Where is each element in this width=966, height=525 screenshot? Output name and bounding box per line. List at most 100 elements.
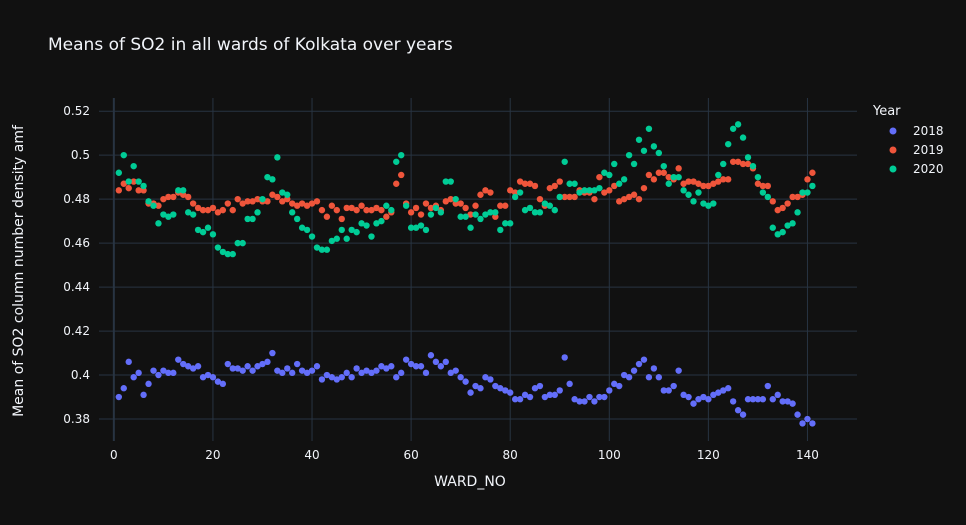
point-2020-21	[214, 244, 222, 251]
point-2018-64	[427, 352, 435, 359]
point-2019-107	[640, 184, 648, 192]
point-2020-87	[541, 200, 549, 207]
point-2019-116	[685, 178, 692, 185]
point-2018-8	[150, 367, 157, 374]
point-2020-24	[229, 250, 236, 258]
point-2019-133	[769, 198, 776, 205]
point-2020-2	[120, 151, 127, 159]
point-2019-112	[665, 173, 672, 181]
point-2019-68	[447, 195, 454, 203]
point-2019-126	[734, 158, 742, 165]
point-2020-69	[452, 195, 459, 203]
point-2020-13	[175, 187, 182, 194]
point-2019-120	[705, 182, 712, 190]
point-2018-93	[571, 396, 578, 403]
point-2019-11	[165, 193, 172, 201]
point-2020-67	[442, 178, 449, 185]
point-2018-36	[289, 369, 296, 377]
point-2019-4	[130, 178, 137, 185]
point-2019-50	[358, 202, 365, 209]
point-2018-129	[749, 396, 757, 403]
point-2019-35	[284, 195, 291, 203]
point-2020-20	[209, 231, 217, 238]
point-2019-64	[427, 204, 435, 212]
point-2018-10	[160, 367, 167, 374]
point-2018-11	[165, 369, 172, 377]
point-2019-26	[239, 200, 246, 207]
point-2020-117	[690, 198, 697, 205]
point-2018-130	[754, 396, 762, 403]
point-2018-136	[784, 398, 791, 405]
y-tick-label-4: 0.46	[63, 236, 90, 250]
point-2018-116	[685, 393, 692, 401]
point-2020-68	[447, 178, 454, 185]
point-2020-110	[655, 149, 663, 157]
point-2018-2	[120, 385, 127, 392]
point-2020-31	[264, 173, 271, 181]
point-2019-27	[244, 198, 251, 205]
point-2020-52	[368, 233, 375, 240]
point-2020-36	[289, 209, 296, 216]
point-2019-102	[615, 198, 623, 205]
point-2019-131	[759, 182, 767, 190]
point-2020-59	[402, 202, 410, 209]
point-2018-44	[328, 374, 336, 381]
point-2019-115	[680, 180, 687, 187]
point-2018-124	[724, 385, 732, 392]
point-2019-138	[794, 193, 801, 201]
x-tick-label-60: 60	[403, 448, 418, 462]
series-2018	[115, 349, 816, 427]
point-2018-39	[303, 369, 311, 377]
point-2018-119	[700, 393, 707, 401]
point-2019-74	[477, 191, 484, 198]
point-2019-122	[715, 178, 722, 185]
point-2019-81	[511, 189, 519, 196]
point-2020-44	[328, 237, 336, 245]
point-2020-37	[293, 215, 301, 223]
point-2018-134	[774, 391, 781, 399]
point-2020-23	[224, 250, 232, 258]
point-2020-51	[363, 222, 370, 229]
point-2018-121	[710, 391, 717, 399]
point-2020-9	[155, 220, 162, 227]
point-2018-23	[224, 360, 232, 368]
point-2018-54	[378, 363, 385, 370]
point-2020-40	[308, 233, 316, 240]
point-2020-16	[189, 211, 197, 218]
point-2019-62	[417, 211, 425, 218]
point-2018-21	[214, 378, 222, 385]
point-2019-130	[754, 180, 762, 187]
point-2020-74	[477, 215, 484, 223]
point-2020-78	[497, 226, 504, 234]
point-2019-61	[412, 204, 420, 212]
point-2020-104	[625, 151, 633, 159]
chart-title: Means of SO2 in all wards of Kolkata ove…	[48, 35, 453, 55]
point-2020-48	[348, 226, 355, 234]
point-2019-100	[606, 187, 613, 194]
point-2018-98	[596, 393, 603, 401]
point-2019-134	[774, 206, 781, 214]
point-2019-132	[764, 182, 772, 190]
point-2019-137	[789, 193, 796, 201]
point-2019-91	[561, 193, 568, 201]
point-2020-28	[249, 215, 256, 223]
point-2020-126	[734, 121, 742, 128]
point-2018-104	[625, 374, 633, 381]
point-2019-140	[804, 176, 811, 183]
point-2019-77	[492, 213, 499, 220]
point-2018-82	[516, 396, 524, 403]
point-2018-32	[269, 349, 276, 357]
point-2019-40	[308, 200, 316, 207]
point-2018-99	[601, 393, 608, 401]
point-2018-1	[115, 393, 123, 401]
point-2020-93	[571, 180, 578, 187]
point-2018-29	[254, 363, 261, 370]
point-2019-29	[254, 195, 261, 203]
point-2019-23	[224, 200, 232, 207]
point-2020-90	[556, 193, 563, 201]
point-2020-95	[581, 187, 588, 194]
point-2019-41	[313, 198, 321, 205]
point-2020-55	[383, 202, 390, 209]
point-2018-88	[546, 391, 554, 399]
point-2018-97	[591, 398, 598, 405]
